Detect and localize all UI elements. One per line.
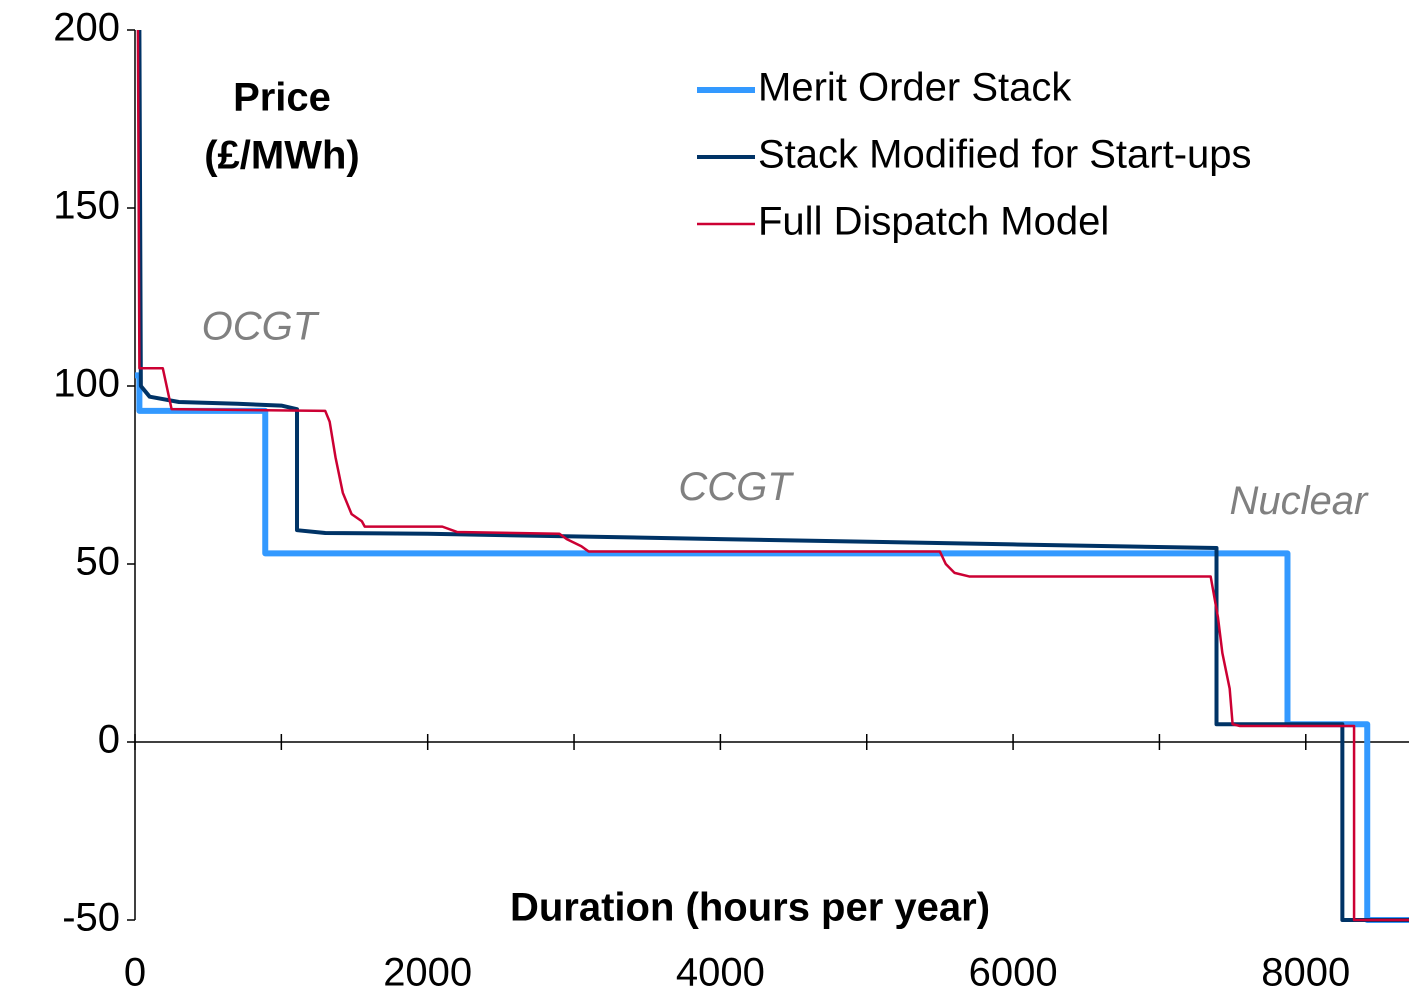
y-tick-label: -50	[62, 896, 120, 940]
x-tick-label: 2000	[383, 951, 472, 995]
series-line	[136, 29, 1409, 922]
legend-label: Merit Order Stack	[758, 66, 1072, 110]
x-tick-label: 6000	[969, 951, 1058, 995]
y-tick-label: 100	[53, 362, 120, 406]
y-tick-label: 200	[53, 6, 120, 50]
x-tick-label: 8000	[1261, 951, 1350, 995]
y-tick-label: 150	[53, 184, 120, 228]
annotation: Nuclear	[1230, 479, 1370, 523]
x-tick-label: 4000	[676, 951, 765, 995]
y-axis-label: Price	[233, 76, 331, 120]
annotation: CCGT	[678, 465, 794, 509]
series-line	[135, 372, 1409, 923]
legend-label: Full Dispatch Model	[758, 200, 1109, 244]
legend-label: Stack Modified for Start-ups	[758, 133, 1252, 177]
x-tick-label: 0	[124, 951, 146, 995]
y-axis-label: (£/MWh)	[204, 134, 360, 178]
x-axis-label: Duration (hours per year)	[510, 886, 990, 930]
annotation: OCGT	[202, 305, 320, 349]
y-tick-label: 0	[98, 718, 120, 762]
y-tick-label: 50	[76, 540, 121, 584]
